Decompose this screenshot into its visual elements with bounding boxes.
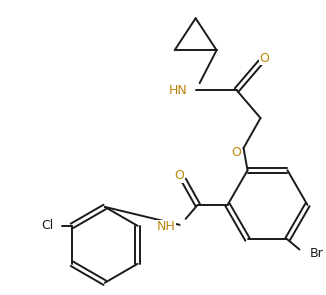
Text: O: O <box>175 169 185 182</box>
Text: Br: Br <box>309 247 323 260</box>
Text: Cl: Cl <box>42 219 54 232</box>
Text: O: O <box>232 147 242 160</box>
Text: O: O <box>259 52 269 65</box>
Text: HN: HN <box>169 83 188 96</box>
Text: NH: NH <box>157 220 176 233</box>
